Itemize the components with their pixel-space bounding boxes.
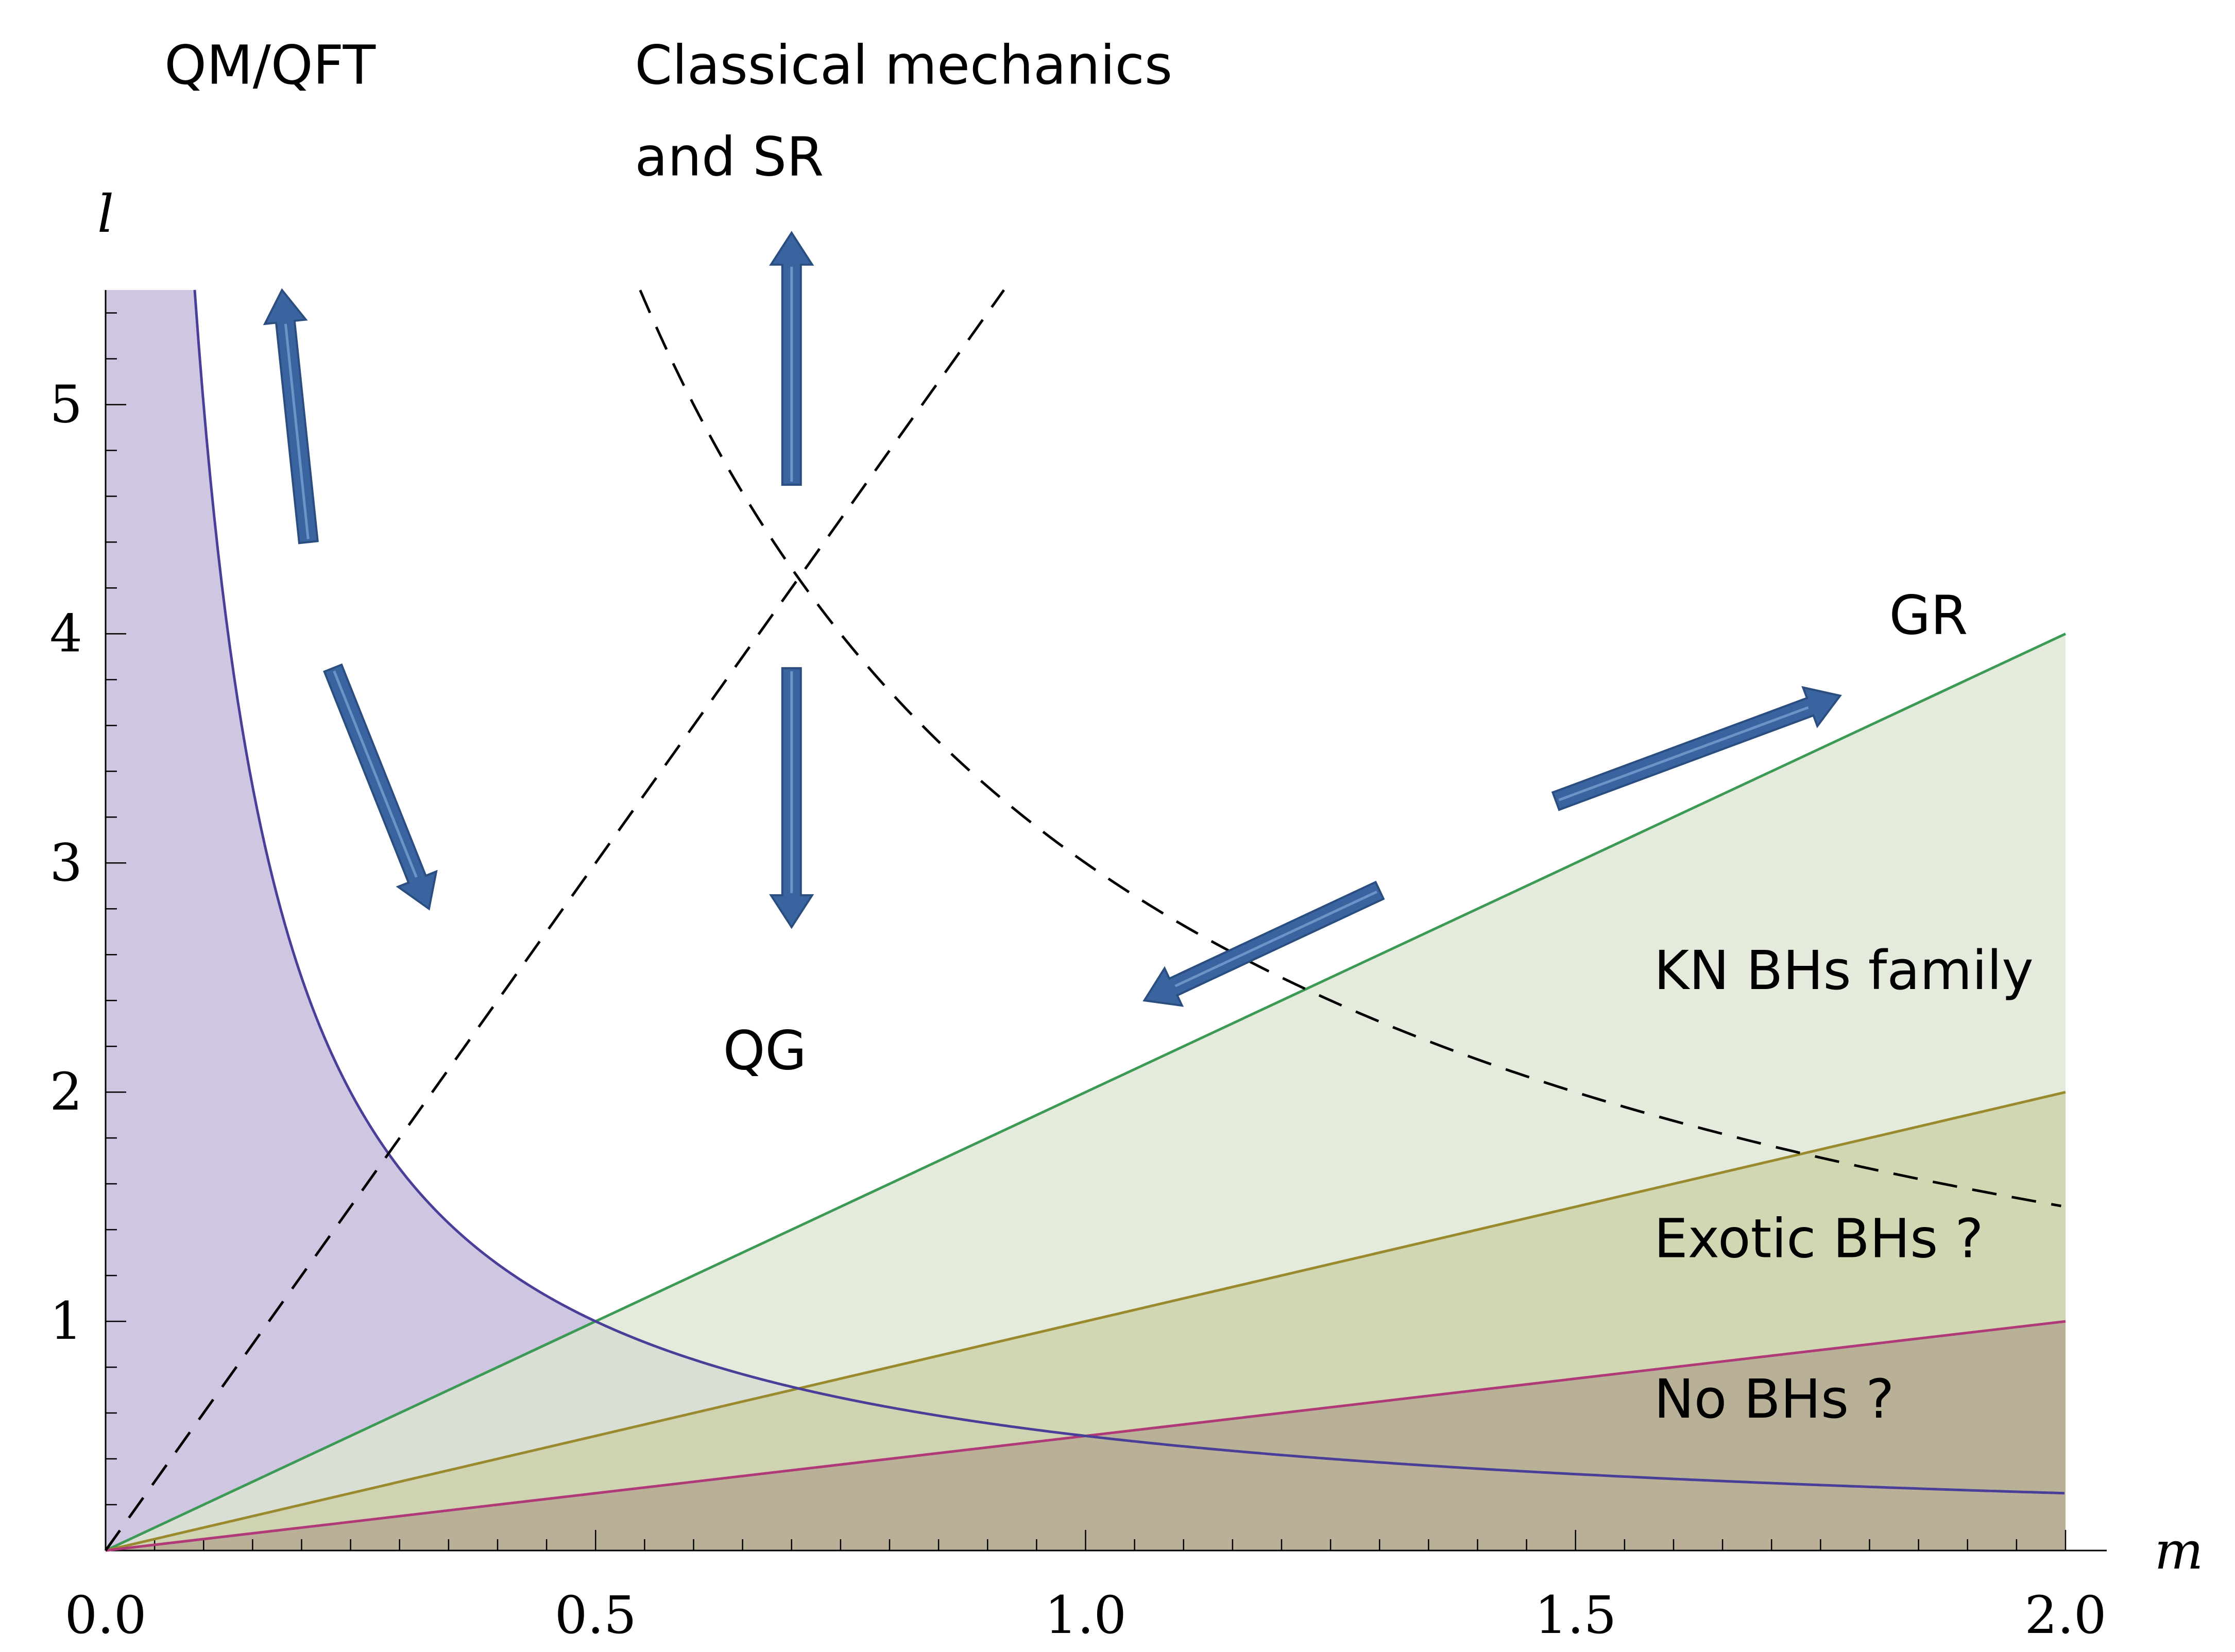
series-line-hyperbola xyxy=(193,289,2065,1495)
labels: 0.0 0.5 1.0 1.5 2.0 1 2 3 4 5 m l QM/QFT Classical me… xyxy=(49,34,2203,1645)
annotation-label: Exotic BHs ? xyxy=(1654,1207,1984,1270)
arrow xyxy=(1142,880,1385,1007)
x-axis-title: m xyxy=(2155,1521,2204,1581)
region-fills xyxy=(106,289,2066,1551)
arrow-highlight xyxy=(284,323,310,539)
annotation-label: QG xyxy=(723,1019,807,1082)
x-tick-label: 2.0 xyxy=(2024,1585,2106,1645)
arrow-body xyxy=(263,288,319,544)
x-tick-label: 0.0 xyxy=(64,1585,146,1645)
y-tick-label: 1 xyxy=(49,1291,82,1351)
annotation-label: GR xyxy=(1889,584,1968,646)
arrow xyxy=(769,231,814,486)
arrow-highlight xyxy=(1558,706,1809,802)
dashed-line-schwarzschild xyxy=(639,289,2061,1207)
x-tick-label: 0.5 xyxy=(555,1585,637,1645)
arrow-highlight xyxy=(1174,890,1377,987)
arrow-highlight xyxy=(333,670,418,878)
x-tick-label: 1.0 xyxy=(1045,1585,1127,1645)
region-qm-fill xyxy=(106,289,2066,1551)
axes xyxy=(105,290,2107,1552)
annotation-label: KN BHs family xyxy=(1654,939,2034,1002)
series-lines xyxy=(104,289,2067,1552)
arrow xyxy=(263,288,319,544)
series-line-olive xyxy=(105,1091,2066,1552)
annotation-label: QM/QFT xyxy=(164,34,376,97)
arrows xyxy=(263,231,1842,1007)
x-tick-label: 1.5 xyxy=(1534,1585,1616,1645)
arrow xyxy=(1551,686,1842,811)
y-tick-label: 5 xyxy=(49,374,82,434)
series-line-green xyxy=(105,633,2067,1552)
y-tick-label: 3 xyxy=(49,832,82,893)
dashed-line-compton xyxy=(104,289,1005,1552)
y-tick-label: 4 xyxy=(49,603,82,663)
y-tick-label: 2 xyxy=(49,1062,82,1122)
arrow xyxy=(323,663,438,911)
arrow xyxy=(769,667,814,929)
y-axis-title: l xyxy=(97,184,114,244)
annotation-label: No BHs ? xyxy=(1654,1368,1894,1430)
annotation-label: Classical mechanics xyxy=(635,34,1172,97)
annotation-label: and SR xyxy=(635,126,824,189)
